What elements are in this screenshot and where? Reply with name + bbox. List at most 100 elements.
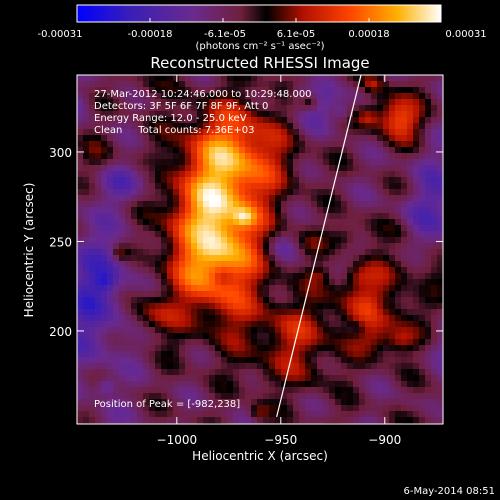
heatmap-cell: [257, 123, 264, 130]
heatmap-cell: [83, 345, 90, 352]
heatmap-cell: [419, 129, 426, 136]
heatmap-cell: [275, 411, 282, 418]
heatmap-cell: [269, 243, 276, 250]
heatmap-cell: [95, 243, 102, 250]
heatmap-cell: [233, 171, 240, 178]
heatmap-cell: [257, 291, 264, 298]
heatmap-cell: [209, 249, 216, 256]
heatmap-cell: [407, 87, 414, 94]
heatmap-cell: [299, 87, 306, 94]
heatmap-cell: [365, 387, 372, 394]
heatmap-cell: [377, 129, 384, 136]
heatmap-cell: [125, 315, 132, 322]
heatmap-cell: [185, 201, 192, 208]
heatmap-cell: [317, 243, 324, 250]
heatmap-cell: [419, 297, 426, 304]
heatmap-cell: [113, 81, 120, 88]
heatmap-cell: [167, 129, 174, 136]
heatmap-cell: [299, 189, 306, 196]
heatmap-cell: [89, 393, 96, 400]
heatmap-cell: [407, 249, 414, 256]
heatmap-cell: [293, 351, 300, 358]
heatmap-cell: [233, 207, 240, 214]
heatmap-cell: [233, 81, 240, 88]
heatmap-cell: [89, 201, 96, 208]
heatmap-cell: [179, 75, 186, 82]
heatmap-cell: [383, 225, 390, 232]
heatmap-cell: [191, 303, 198, 310]
heatmap-cell: [275, 255, 282, 262]
heatmap-cell: [209, 273, 216, 280]
heatmap-cell: [353, 333, 360, 340]
heatmap-cell: [257, 135, 264, 142]
heatmap-cell: [425, 309, 432, 316]
heatmap-cell: [89, 129, 96, 136]
heatmap-cell: [359, 165, 366, 172]
heatmap-cell: [395, 87, 402, 94]
heatmap-cell: [245, 339, 252, 346]
heatmap-cell: [389, 237, 396, 244]
heatmap-cell: [233, 201, 240, 208]
heatmap-cell: [179, 417, 186, 424]
heatmap-cell: [329, 405, 336, 412]
heatmap-cell: [347, 213, 354, 220]
heatmap-cell: [239, 141, 246, 148]
heatmap-cell: [167, 183, 174, 190]
heatmap-cell: [329, 345, 336, 352]
heatmap-cell: [395, 393, 402, 400]
heatmap-cell: [389, 285, 396, 292]
heatmap-cell: [389, 315, 396, 322]
heatmap-cell: [233, 153, 240, 160]
heatmap-cell: [407, 99, 414, 106]
heatmap-cell: [335, 279, 342, 286]
solar-limb-line: [276, 75, 362, 417]
heatmap-cell: [419, 111, 426, 118]
heatmap-cell: [185, 303, 192, 310]
heatmap-cell: [413, 249, 420, 256]
heatmap-cell: [77, 189, 84, 196]
heatmap-cell: [383, 75, 390, 82]
heatmap-cell: [419, 75, 426, 82]
heatmap-cell: [365, 231, 372, 238]
heatmap-cell: [89, 183, 96, 190]
heatmap-cell: [221, 369, 228, 376]
heatmap-cell: [131, 291, 138, 298]
heatmap-cell: [407, 285, 414, 292]
heatmap-cell: [329, 321, 336, 328]
heatmap-cell: [251, 93, 258, 100]
heatmap-cell: [149, 339, 156, 346]
heatmap-cell: [269, 345, 276, 352]
heatmap-cell: [395, 159, 402, 166]
heatmap-cell: [341, 147, 348, 154]
heatmap-cell: [395, 399, 402, 406]
heatmap-cell: [341, 411, 348, 418]
heatmap-cell: [425, 189, 432, 196]
heatmap-cell: [227, 237, 234, 244]
heatmap-cell: [191, 171, 198, 178]
heatmap-cell: [293, 165, 300, 172]
heatmap-cell: [299, 369, 306, 376]
heatmap-cell: [281, 309, 288, 316]
heatmap-cell: [389, 165, 396, 172]
heatmap-cell: [437, 411, 443, 418]
heatmap-cell: [239, 195, 246, 202]
heatmap-cell: [191, 243, 198, 250]
heatmap-cell: [227, 303, 234, 310]
heatmap-cell: [371, 411, 378, 418]
heatmap-cell: [185, 291, 192, 298]
heatmap-cell: [185, 339, 192, 346]
heatmap-cell: [269, 405, 276, 412]
heatmap-cell: [191, 291, 198, 298]
heatmap-cell: [293, 231, 300, 238]
heatmap-cell: [167, 279, 174, 286]
heatmap-cell: [197, 345, 204, 352]
heatmap-cell: [221, 327, 228, 334]
heatmap-cell: [89, 285, 96, 292]
heatmap-cell: [119, 375, 126, 382]
heatmap-cell: [95, 333, 102, 340]
heatmap-cell: [221, 189, 228, 196]
heatmap-cell: [185, 333, 192, 340]
heatmap-cell: [263, 99, 270, 106]
heatmap-cell: [257, 369, 264, 376]
heatmap-cell: [395, 129, 402, 136]
